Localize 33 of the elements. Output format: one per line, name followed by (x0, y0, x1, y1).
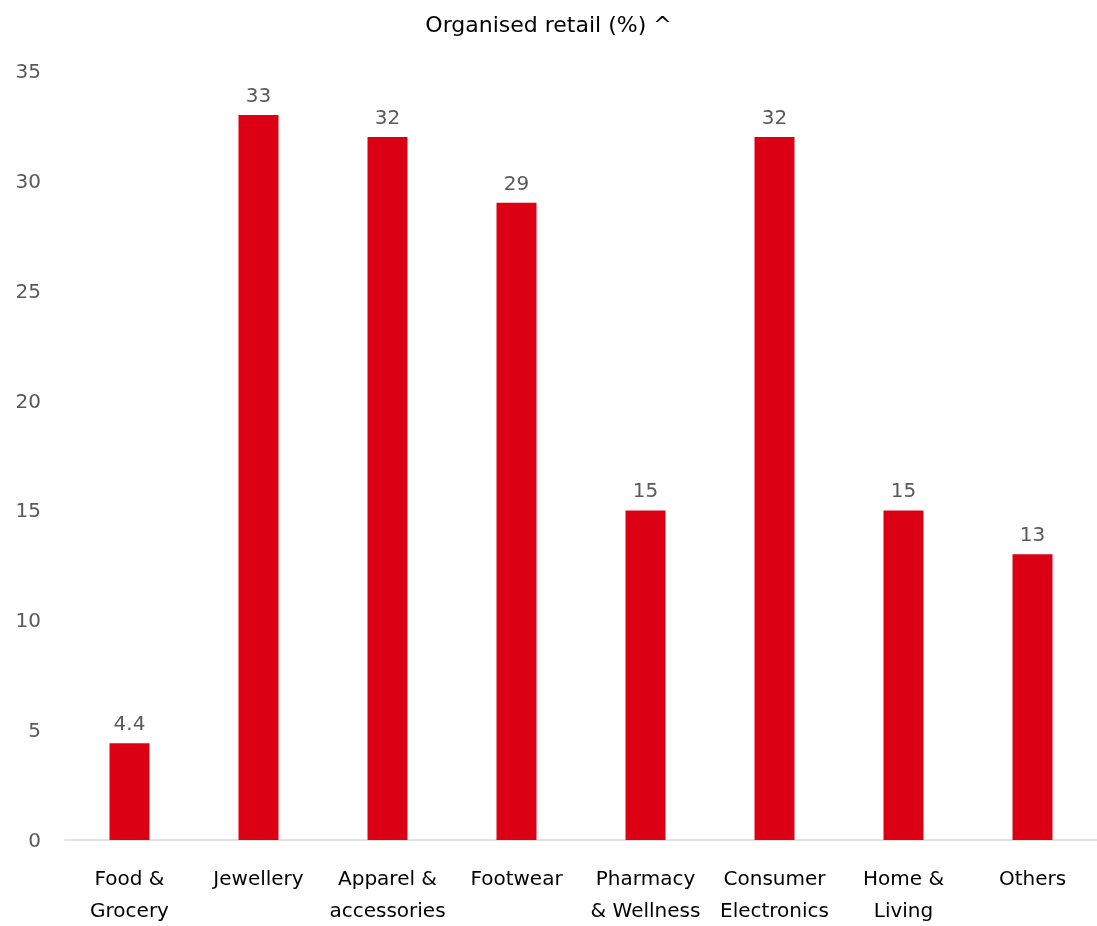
y-tick-label: 5 (28, 718, 41, 743)
y-tick-label: 10 (15, 608, 41, 633)
y-tick-label: 35 (15, 59, 41, 83)
x-tick-label: Others (998, 866, 1067, 890)
y-tick-label: 15 (15, 498, 41, 523)
data-label: 15 (632, 478, 659, 503)
x-tick-label: Pharmacy & Wellness (590, 866, 701, 922)
y-tick-label: 25 (15, 278, 41, 303)
data-label: 29 (503, 170, 530, 195)
bar (625, 510, 666, 840)
bar (496, 202, 537, 840)
data-label: 13 (1019, 522, 1046, 547)
y-tick-label: 20 (15, 388, 41, 413)
x-tick-label: Home & Living (862, 866, 945, 922)
bar (883, 510, 924, 840)
bar (109, 743, 150, 840)
y-tick-label: 0 (28, 828, 41, 852)
bar (367, 136, 408, 840)
chart-title: Organised retail (%) ^ (425, 11, 672, 37)
data-label: 15 (890, 478, 917, 503)
bar (1012, 554, 1053, 840)
x-tick-label: Apparel & accessories (329, 866, 446, 922)
data-label: 32 (761, 104, 788, 129)
x-tick-label: Consumer Electronics (719, 866, 830, 922)
y-tick-label: 30 (15, 168, 41, 193)
x-tick-label: Jewellery (211, 866, 304, 890)
data-label: 4.4 (113, 711, 146, 736)
data-label: 33 (245, 82, 272, 107)
bar (238, 114, 279, 840)
x-tick-label: Footwear (470, 866, 564, 890)
bar (754, 136, 795, 840)
data-label: 32 (374, 104, 401, 129)
x-tick-label: Food & Grocery (90, 866, 170, 922)
